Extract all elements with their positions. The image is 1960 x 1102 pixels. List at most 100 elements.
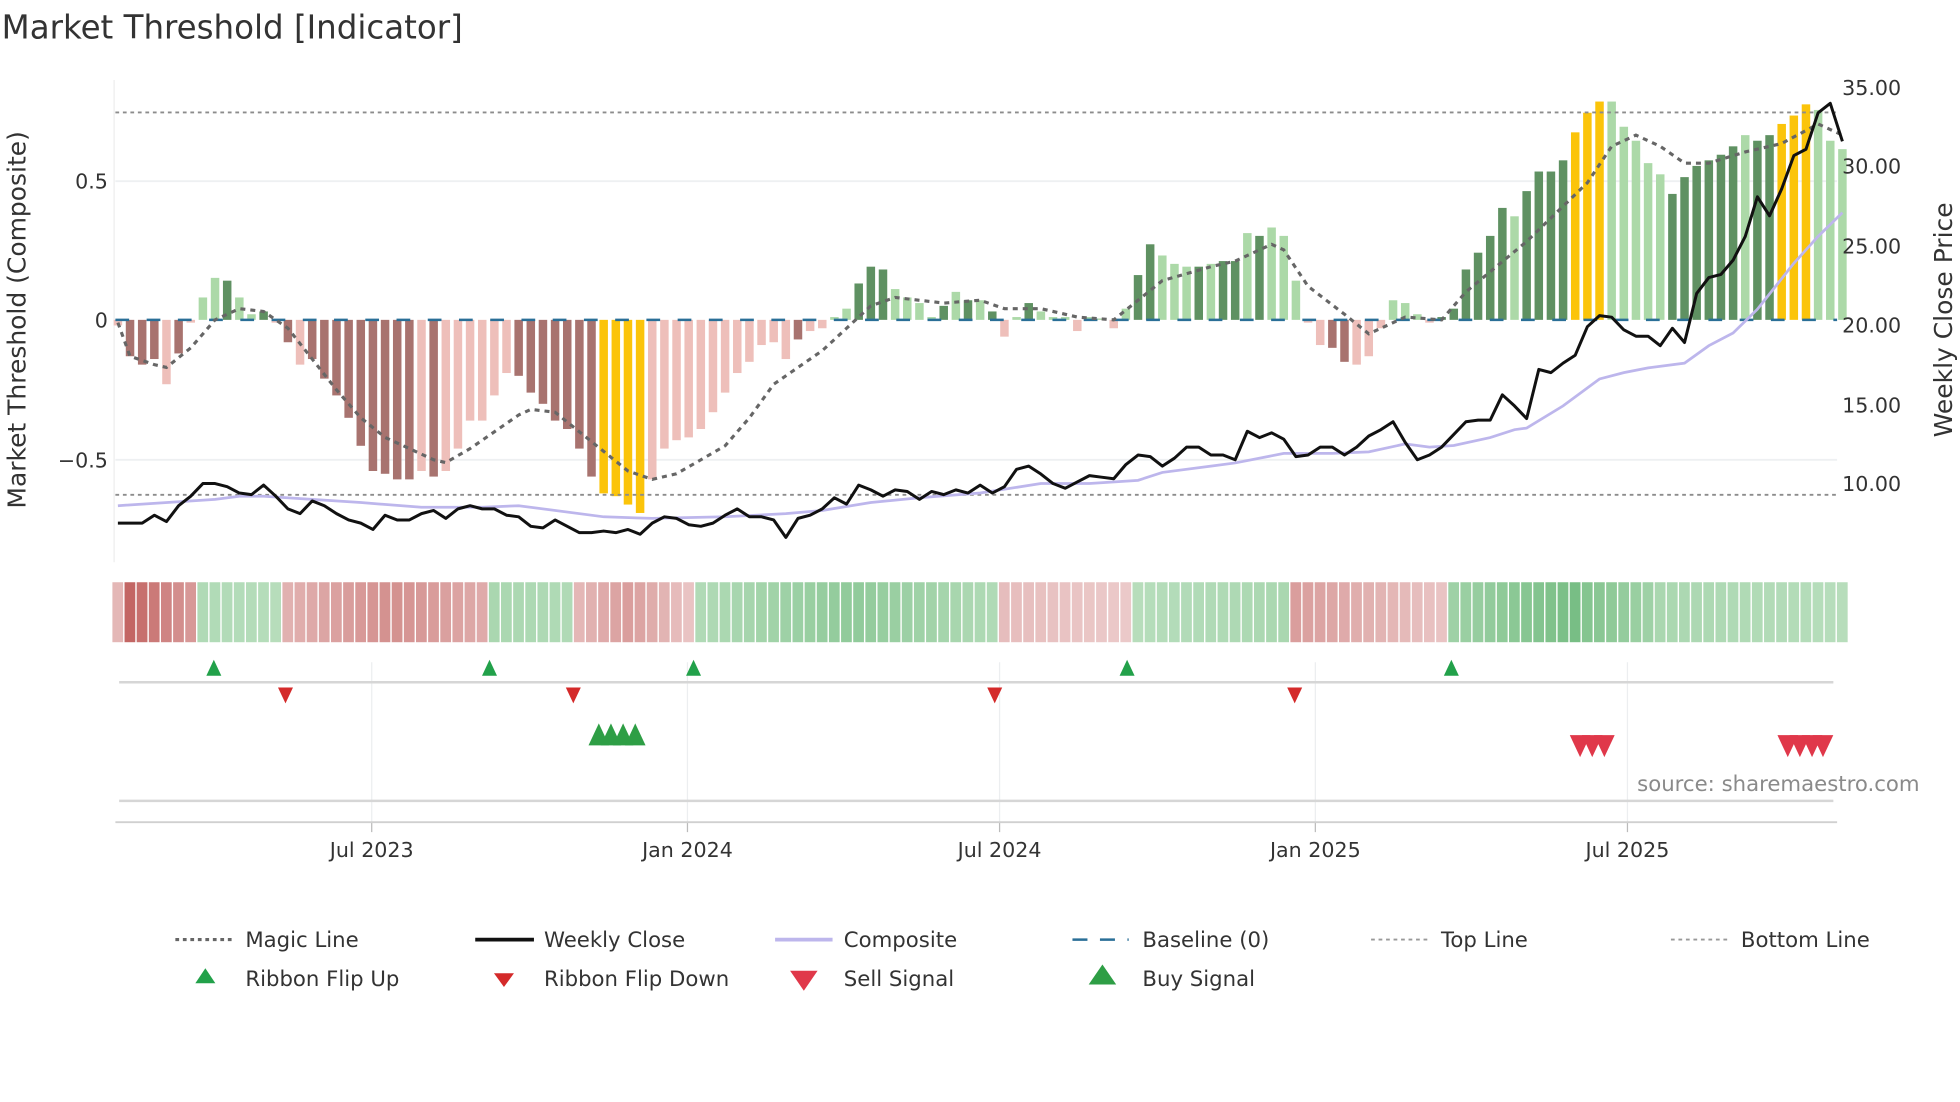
ribbon-cell: [112, 582, 124, 643]
ribbon-cell: [634, 582, 646, 643]
ribbon-cell: [598, 582, 609, 643]
ribbon-cell: [1776, 582, 1787, 643]
ribbon-cell: [136, 582, 148, 643]
ribbon-cell: [1217, 582, 1229, 643]
legend-label: Composite: [844, 928, 957, 953]
ribbon-flip-up-marker: [686, 659, 702, 676]
composite-bar: [1595, 101, 1604, 320]
composite-bar: [320, 319, 329, 379]
ribbon-cell: [756, 582, 767, 643]
composite-bar: [514, 319, 523, 376]
ribbon-cell: [1351, 582, 1362, 643]
ribbon-cell: [1739, 582, 1751, 643]
ribbon-cell: [816, 582, 828, 643]
ribbon-cell: [1144, 582, 1156, 643]
composite-bar: [587, 319, 596, 477]
ribbon-cell: [221, 582, 233, 643]
composite-bar: [1352, 319, 1361, 365]
composite-bar: [1085, 317, 1094, 320]
legend-item-sell-signal: Sell Signal: [790, 967, 954, 992]
composite-bar: [441, 319, 451, 471]
composite-bar: [392, 319, 402, 480]
ribbon-cell: [962, 582, 974, 643]
composite-bar: [1012, 317, 1021, 320]
ribbon-flip-down-marker: [987, 687, 1003, 704]
triangle-down-icon: [790, 970, 818, 991]
buy-signal-marker: [624, 723, 646, 746]
ribbon-cell: [367, 582, 379, 643]
ribbon-cell: [1411, 582, 1423, 643]
ribbon-cell: [1715, 582, 1727, 643]
ribbon-flip-down-marker: [565, 687, 581, 704]
composite-bar: [1376, 319, 1386, 329]
composite-bar: [174, 319, 183, 354]
composite-bar: [1789, 115, 1799, 320]
ribbon-cell: [525, 582, 537, 643]
composite-bar: [781, 319, 791, 360]
composite-bar: [1498, 207, 1507, 320]
composite-bar: [1607, 101, 1616, 320]
ribbon-cell: [913, 582, 925, 643]
source-label: source: sharemaestro.com: [1637, 772, 1919, 797]
ribbon-cell: [1168, 582, 1180, 643]
composite-line: [117, 211, 1844, 520]
composite-bar: [1801, 104, 1811, 320]
ribbon-cell: [1630, 582, 1642, 643]
sell-signal-marker: [1812, 735, 1834, 758]
legend-label: Ribbon Flip Down: [544, 967, 729, 992]
left-tick-label: −0.5: [58, 448, 108, 472]
composite-bar: [769, 319, 778, 343]
ribbon-cell: [950, 582, 962, 643]
composite-bar: [477, 319, 487, 421]
composite-bar: [1655, 174, 1665, 320]
ribbon-cell: [573, 582, 585, 643]
weekly-close-line: [117, 101, 1844, 539]
composite-bar: [1838, 149, 1847, 320]
legend-item-magic-line: Magic Line: [175, 928, 359, 953]
legend-label: Sell Signal: [844, 967, 954, 992]
ribbon-cell: [233, 582, 245, 643]
ribbon-cell: [1509, 582, 1520, 643]
composite-bar: [927, 317, 936, 320]
composite-bar: [757, 319, 766, 346]
composite-bar: [538, 319, 548, 404]
composite-bar: [1048, 317, 1058, 320]
ribbon-cell: [1338, 582, 1350, 643]
composite-bar: [1218, 261, 1228, 320]
ribbon-cell: [124, 582, 136, 643]
composite-bar: [1534, 171, 1544, 320]
ribbon-cell: [974, 582, 986, 643]
ribbon-cell: [1666, 582, 1678, 643]
composite-bar: [1364, 319, 1374, 357]
ribbon-cell: [148, 582, 160, 643]
ribbon-cell: [1533, 582, 1545, 643]
composite-bar: [1425, 319, 1434, 323]
ribbon-cell: [1812, 582, 1824, 643]
ribbon-cell: [440, 582, 452, 643]
right-tick-label: 30.00: [1842, 155, 1901, 179]
composite-bar: [1388, 300, 1398, 320]
composite-bar: [1303, 319, 1313, 323]
ribbon-cell: [1399, 582, 1411, 643]
legend-label: Magic Line: [245, 928, 358, 953]
ribbon-flip-down-marker: [1287, 687, 1303, 704]
composite-bars: [113, 101, 1847, 513]
composite-bar: [1619, 126, 1629, 320]
composite-bar: [1267, 227, 1276, 320]
composite-bar: [1728, 146, 1738, 320]
ribbon-cell: [160, 582, 172, 643]
ribbon-flip-up-marker: [206, 659, 222, 676]
ribbon-cell: [464, 582, 476, 643]
ribbon-cell: [476, 582, 488, 643]
ribbon-cell: [889, 582, 901, 643]
ribbon-cell: [306, 582, 318, 643]
composite-bar: [150, 319, 159, 360]
ribbon-cell: [1241, 582, 1253, 643]
ribbon-cell: [1703, 582, 1715, 643]
ribbon-cell: [258, 582, 269, 643]
ribbon-cell: [1448, 582, 1460, 643]
composite-bar: [866, 266, 876, 320]
composite-bar: [684, 319, 693, 438]
ribbon-cell: [622, 582, 634, 643]
ribbon-cell: [1302, 582, 1314, 643]
